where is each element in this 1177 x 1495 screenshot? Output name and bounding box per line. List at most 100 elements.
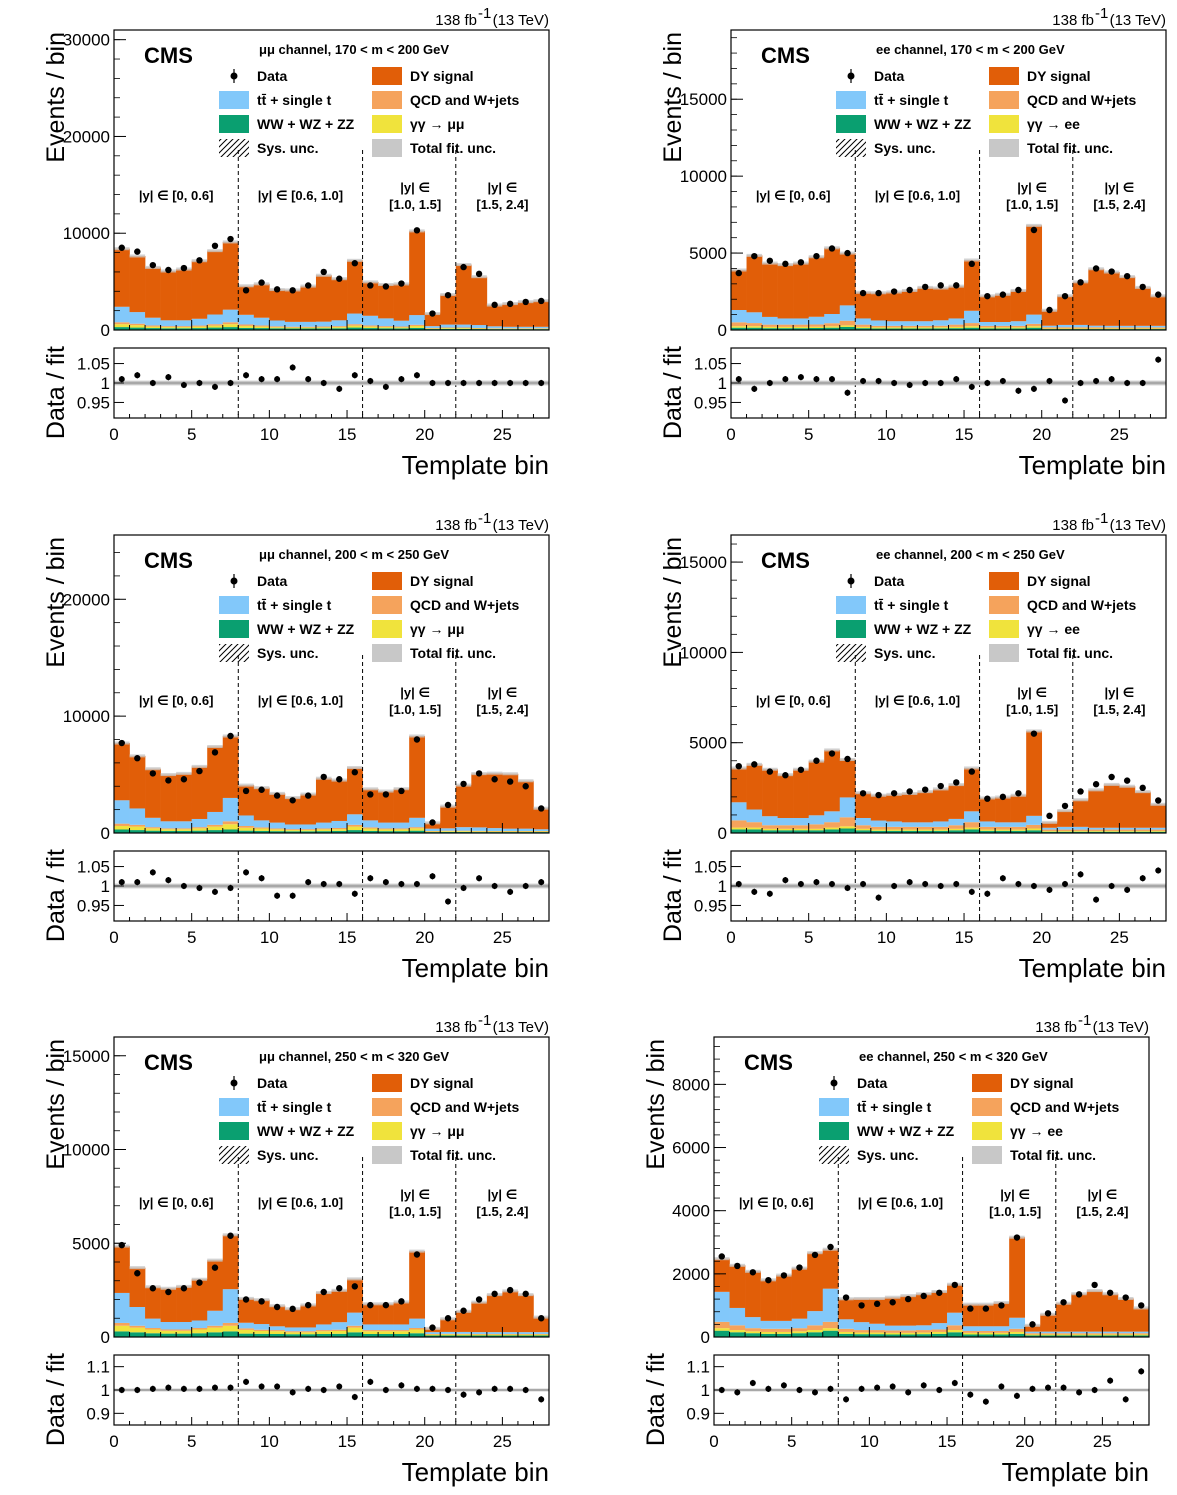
- ratio-point-8: [243, 372, 250, 379]
- ratio-point-8: [843, 1396, 850, 1403]
- bar-photon-0: [714, 1328, 730, 1331]
- legend-swatch-1: [372, 572, 402, 590]
- ratio-point-14: [336, 1383, 343, 1390]
- bar-photon-0: [731, 827, 747, 830]
- bar-ttbar-15: [347, 814, 363, 825]
- energy-label: (13 TeV): [1093, 1019, 1149, 1036]
- ratio-ytick-label-2: 1.05: [77, 355, 110, 374]
- legend-label-6: Sys. unc.: [257, 1147, 318, 1163]
- ratio-point-6: [211, 1384, 218, 1391]
- ytick-label-3: 6000: [672, 1139, 710, 1158]
- legend-swatch-7: [372, 1146, 402, 1164]
- legend-label-4: WW + WZ + ZZ: [874, 116, 972, 132]
- bar-diboson-18: [393, 831, 410, 833]
- data-point-3: [165, 266, 172, 274]
- bar-dy-27: [1133, 1307, 1150, 1332]
- legend-swatch-3: [372, 91, 402, 109]
- bar-diboson-5: [791, 1333, 808, 1337]
- bar-ttbar-16: [362, 315, 379, 326]
- bar-ttbar-25: [502, 828, 519, 832]
- ytick-label-1: 10000: [63, 224, 110, 243]
- bar-photon-10: [269, 1331, 286, 1334]
- bar-ttbar-21: [440, 828, 457, 831]
- bar-dy-18: [1010, 795, 1027, 823]
- bar-qcd-18: [1010, 826, 1027, 830]
- ratio-point-21: [445, 380, 452, 386]
- bar-dy-7: [822, 1249, 839, 1289]
- data-point-21: [444, 1315, 452, 1322]
- bar-photon-1: [129, 826, 146, 831]
- data-point-24: [491, 1290, 498, 1298]
- bar-ttbar-15: [964, 310, 980, 324]
- data-point-19: [1030, 730, 1038, 737]
- region-labels: |y| ∈ [0, 0.6] |y| ∈ [0.6, 1.0] |y| ∈ [1.0,…: [139, 1187, 529, 1219]
- region-labels: |y| ∈ [0, 0.6] |y| ∈ [0.6, 1.0] |y| ∈ [1.0,…: [756, 180, 1146, 212]
- bar-ttbar-1: [129, 312, 146, 324]
- bar-ttbar-15: [347, 1312, 363, 1326]
- ratio-ytick-label-1: 1: [101, 374, 110, 393]
- bar-diboson-8: [238, 1333, 255, 1337]
- ratio-point-10: [274, 1383, 281, 1390]
- bar-photon-14: [948, 828, 965, 831]
- bar-dy-23: [1088, 268, 1105, 326]
- bar-photon-18: [1010, 829, 1027, 831]
- bar-dy-19: [409, 230, 426, 316]
- ratio-ytick-label-2: 1.05: [694, 355, 727, 374]
- ratio-point-17: [999, 875, 1006, 882]
- xtick-label-1: 5: [787, 1432, 796, 1451]
- bar-ttbar-0: [731, 310, 747, 323]
- legend-label-7: Total fit. unc.: [1027, 140, 1113, 156]
- bar-photon-18: [1010, 327, 1027, 329]
- xtick-label-0: 0: [109, 928, 118, 947]
- bar-ttbar-14: [948, 818, 965, 826]
- xtick-label-1: 5: [187, 1432, 196, 1451]
- legend-label-7: Total fit. unc.: [410, 140, 496, 156]
- legend-swatch-4: [219, 620, 249, 638]
- ratio-ytick-label-2: 1.05: [77, 858, 110, 877]
- bar-qcd-11: [284, 829, 301, 831]
- bar-qcd-7: [222, 1322, 239, 1326]
- bar-ttbar-21: [1040, 1331, 1057, 1334]
- bar-dy-24: [1103, 272, 1120, 326]
- data-point-18: [1015, 790, 1022, 797]
- ratio-point-10: [274, 892, 281, 899]
- bar-dy-9: [253, 1299, 270, 1325]
- bar-ttbar-2: [145, 817, 161, 828]
- region-labels: |y| ∈ [0, 0.6] |y| ∈ [0.6, 1.0] |y| ∈ [1.0,…: [139, 180, 529, 212]
- data-point-4: [780, 1272, 788, 1279]
- bar-ttbar-8: [855, 818, 872, 826]
- bar-qcd-18: [393, 1330, 410, 1332]
- bar-photon-26: [517, 831, 534, 833]
- ratio-point-27: [1155, 356, 1162, 363]
- ratio-point-26: [1139, 380, 1146, 386]
- data-point-16: [367, 1301, 374, 1309]
- bar-qcd-9: [870, 826, 887, 830]
- bar-dy-9: [253, 787, 270, 821]
- ratio-point-3: [165, 374, 172, 381]
- bar-photon-2: [745, 1331, 761, 1334]
- bar-diboson-2: [762, 830, 778, 833]
- bar-qcd-24: [1103, 829, 1120, 832]
- data-point-23: [1092, 781, 1100, 788]
- bar-dy-22: [455, 785, 472, 828]
- bar-ttbar-12: [917, 321, 934, 326]
- ratio-point-5: [196, 1385, 203, 1392]
- data-point-20: [429, 1324, 436, 1331]
- xtick-label-3: 15: [955, 425, 974, 444]
- bar-photon-10: [869, 1332, 886, 1335]
- bar-ttbar-14: [331, 320, 348, 327]
- data-point-0: [118, 244, 125, 251]
- bar-ttbar-5: [191, 318, 208, 326]
- bar-dy-3: [777, 774, 794, 819]
- bar-qcd-21: [1057, 327, 1074, 329]
- bar-diboson-22: [455, 1335, 472, 1337]
- bar-photon-10: [269, 829, 286, 832]
- bar-photon-11: [284, 327, 301, 329]
- bar-ttbar-5: [191, 818, 208, 828]
- data-point-6: [811, 1251, 819, 1259]
- data-point-22: [460, 263, 467, 271]
- bar-dy-4: [176, 269, 192, 321]
- ratio-point-3: [782, 877, 789, 884]
- bar-diboson-21: [1057, 831, 1074, 833]
- data-point-21: [1044, 1310, 1052, 1317]
